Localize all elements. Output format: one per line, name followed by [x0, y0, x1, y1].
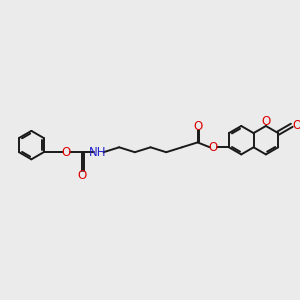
Text: O: O — [292, 119, 300, 132]
Text: NH: NH — [89, 146, 106, 159]
Text: O: O — [261, 115, 271, 128]
Text: O: O — [193, 120, 202, 133]
Text: O: O — [208, 141, 218, 154]
Text: O: O — [77, 169, 86, 182]
Text: O: O — [61, 146, 71, 159]
